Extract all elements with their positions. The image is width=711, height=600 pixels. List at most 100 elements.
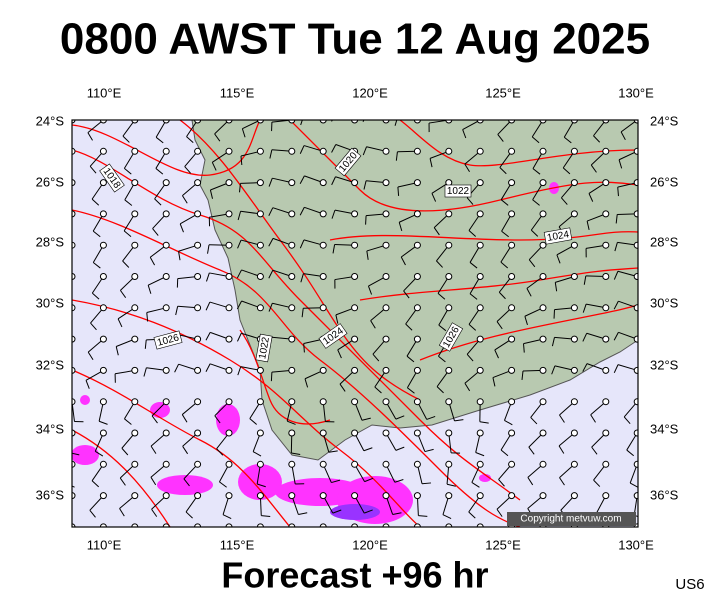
barb-flag xyxy=(186,136,194,144)
barb-station xyxy=(72,120,76,124)
barb-station xyxy=(319,398,327,406)
barb-flag xyxy=(467,542,473,549)
barb-staff xyxy=(197,526,198,527)
barb-flag xyxy=(117,318,123,328)
barb-flag xyxy=(92,230,101,238)
barb-station xyxy=(602,492,610,500)
barb-station xyxy=(99,147,107,155)
barb-station xyxy=(194,335,202,343)
barb-station xyxy=(256,120,264,124)
barb-flag xyxy=(626,449,635,457)
barb-staff xyxy=(133,526,135,527)
barb-station xyxy=(633,273,638,280)
barb-staff xyxy=(72,276,73,278)
barb-station xyxy=(72,335,76,343)
barb-flag xyxy=(85,380,90,389)
barb-station xyxy=(413,335,421,343)
barb-flag xyxy=(613,332,619,341)
barb-flag xyxy=(300,120,303,126)
barb-flag xyxy=(144,339,147,349)
barb-flag xyxy=(150,445,157,454)
barb-flag xyxy=(91,292,100,300)
barb-flag xyxy=(418,515,428,517)
barb-station xyxy=(194,120,202,124)
barb-station xyxy=(131,273,139,280)
barb-station xyxy=(225,429,233,437)
barb-flag xyxy=(563,543,570,549)
barb-flag xyxy=(361,417,371,421)
barb-flag xyxy=(252,451,262,457)
isobar xyxy=(329,231,638,241)
barb-flag xyxy=(429,158,433,168)
lon-label: 130°E xyxy=(618,537,654,552)
barb-station xyxy=(382,273,390,280)
barb-flag xyxy=(209,189,213,199)
barb-station xyxy=(539,273,547,280)
barb-flag xyxy=(143,367,147,377)
barb-flag xyxy=(475,452,485,457)
barb-flag xyxy=(303,343,305,353)
barb-station xyxy=(508,120,516,124)
barb-flag xyxy=(331,144,337,153)
barb-flag xyxy=(298,512,308,515)
barb-flag xyxy=(618,159,623,169)
barb-station xyxy=(508,241,516,249)
barb-flag xyxy=(436,386,444,394)
barb-flag xyxy=(214,133,221,142)
barb-station xyxy=(99,398,107,406)
barb-flag xyxy=(591,446,598,455)
barb-flag xyxy=(216,448,224,456)
barb-station xyxy=(602,241,610,249)
barb-flag xyxy=(504,419,513,426)
barb-station xyxy=(476,366,484,374)
barb-station xyxy=(382,210,390,218)
model-code: US6 xyxy=(675,576,704,593)
barb-flag xyxy=(62,325,69,331)
barb-flag xyxy=(528,541,533,548)
barb-station xyxy=(319,273,327,280)
barb-flag xyxy=(530,417,538,425)
barb-station xyxy=(508,179,516,187)
barb-station xyxy=(508,460,516,468)
barb-station xyxy=(570,120,578,124)
barb-station xyxy=(633,241,638,249)
barb-station xyxy=(570,273,578,280)
barb-station xyxy=(351,241,359,249)
barb-station xyxy=(288,273,296,280)
barb-station xyxy=(382,460,390,468)
barb-flag xyxy=(392,512,402,515)
barb-station xyxy=(319,210,327,218)
barb-flag xyxy=(87,132,93,141)
barb-flag xyxy=(115,346,119,356)
barb-flag xyxy=(291,452,301,455)
barb-station xyxy=(445,460,453,468)
isobar xyxy=(72,299,421,527)
barb-flag xyxy=(119,477,126,486)
heavy-precipitation xyxy=(330,504,380,520)
barb-flag xyxy=(398,222,403,232)
lat-label: 26°S xyxy=(650,174,679,189)
barb-flag xyxy=(151,415,158,424)
barb-flag xyxy=(119,290,127,298)
barb-station xyxy=(194,492,202,500)
barb-station xyxy=(602,460,610,468)
barb-flag xyxy=(268,178,273,187)
barb-flag xyxy=(58,385,64,392)
barb-flag xyxy=(153,542,159,549)
barb-station xyxy=(633,179,638,187)
lat-label: 34°S xyxy=(650,421,679,436)
barb-station xyxy=(476,273,484,280)
barb-station xyxy=(508,273,516,280)
barb-flag xyxy=(94,450,104,457)
lat-label: 24°S xyxy=(650,113,679,128)
barb-flag xyxy=(469,262,478,269)
barb-flag xyxy=(367,285,373,295)
barb-station xyxy=(413,241,421,249)
barb-staff xyxy=(448,526,449,527)
barb-flag xyxy=(304,378,309,388)
barb-flag xyxy=(464,383,471,392)
barb-station xyxy=(225,304,233,312)
barb-station xyxy=(508,492,516,500)
barb-flag xyxy=(122,260,130,268)
barb-station xyxy=(351,492,359,500)
